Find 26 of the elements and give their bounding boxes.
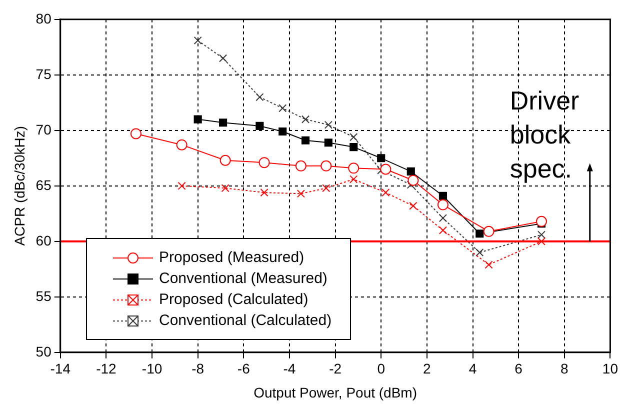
legend-label: Conventional (Calculated) — [159, 312, 332, 329]
x-tick-label: 8 — [560, 360, 568, 377]
x-tick-label: 2 — [423, 360, 432, 377]
x-axis-title: Output Power, Pout (dBm) — [254, 384, 417, 400]
y-tick-label: 50 — [36, 343, 52, 360]
x-tick-label: -8 — [192, 360, 204, 377]
x-tick-label: -12 — [96, 360, 117, 377]
legend-label: Conventional (Measured) — [159, 270, 328, 287]
legend-label: Proposed (Measured) — [159, 249, 304, 266]
x-tick-label: -14 — [50, 360, 71, 377]
x-tick-label: 0 — [377, 360, 386, 377]
x-tick-label: -4 — [283, 360, 296, 377]
legend-label: Proposed (Calculated) — [159, 291, 308, 308]
x-tick-label: -2 — [329, 360, 342, 377]
y-tick-label: 60 — [36, 232, 52, 248]
x-tick-label: -10 — [142, 360, 162, 377]
y-tick-label: 80 — [36, 10, 52, 26]
y-tick-label: 65 — [36, 176, 52, 193]
y-tick-label: 70 — [36, 121, 52, 138]
y-axis-title: ACPR (dBc/30kHz) — [11, 126, 28, 246]
y-tick-label: 75 — [36, 66, 52, 82]
y-tick-label: 55 — [36, 288, 52, 304]
x-tick-label: -6 — [237, 360, 250, 377]
x-tick-label: 4 — [468, 360, 477, 377]
x-tick-label: 10 — [602, 360, 618, 377]
x-tick-label: 6 — [514, 360, 523, 377]
